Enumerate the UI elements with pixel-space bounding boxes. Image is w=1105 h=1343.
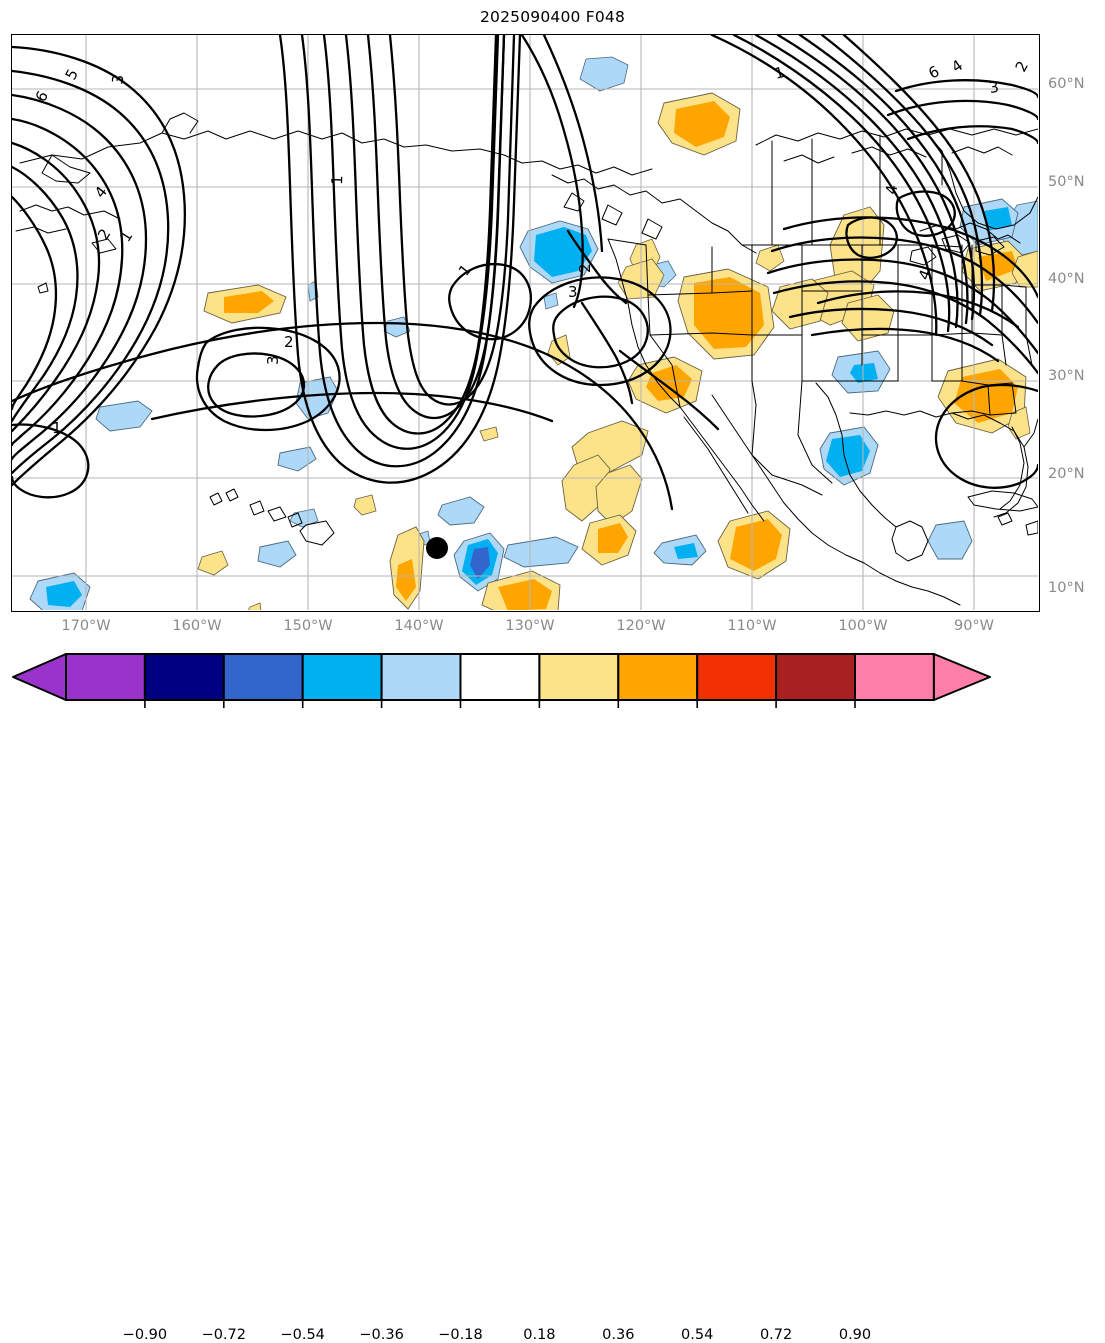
colorbar-seg-8 (696, 653, 778, 701)
contour-layer (12, 35, 1038, 511)
colorbar-label-054: 0.54 (681, 1327, 714, 1343)
map-plot-area: 5 6 3 4 2 1 1 2 3 1 3 2 1 1 6 4 2 (12, 35, 1038, 610)
colorbar-svg (12, 653, 991, 708)
svg-text:1: 1 (773, 63, 787, 83)
svg-text:6: 6 (32, 88, 52, 105)
colorbar-seg-3 (301, 653, 383, 701)
colorbar-seg-4 (380, 653, 462, 701)
svg-text:1: 1 (455, 261, 475, 280)
lon-label-130w: 130°W (505, 618, 555, 634)
colorbar-seg-9 (775, 653, 856, 701)
lon-label-170w: 170°W (61, 618, 111, 634)
svg-text:2: 2 (576, 263, 594, 273)
colorbar-seg-1 (143, 653, 225, 701)
svg-text:1: 1 (116, 227, 136, 245)
map-panel[interactable]: 5 6 3 4 2 1 1 2 3 1 3 2 1 1 6 4 2 (11, 34, 1040, 612)
lon-label-150w: 150°W (283, 618, 333, 634)
svg-text:2: 2 (1012, 58, 1032, 75)
lon-label-110w: 110°W (727, 618, 777, 634)
colorbar-label--090: −0.90 (122, 1327, 168, 1343)
colorbar-label--054: −0.54 (280, 1327, 325, 1343)
svg-text:1: 1 (328, 175, 346, 185)
svg-text:3: 3 (108, 73, 128, 86)
svg-text:3: 3 (568, 283, 578, 301)
colorbar-label-072: 0.72 (759, 1327, 793, 1343)
colorbar-seg-5 (459, 653, 541, 701)
lon-label-160w: 160°W (172, 618, 222, 634)
colorbar-seg-6 (538, 653, 620, 701)
colorbar-label-036: 0.36 (602, 1327, 635, 1343)
shading-layer (29, 56, 1038, 610)
colorbar-seg-0 (65, 653, 146, 701)
lat-label-60n: 60°N (1048, 76, 1085, 92)
coastline-layer (15, 112, 1038, 606)
colorbar-label--018: −0.18 (438, 1327, 483, 1343)
colorbar-label-018: 0.18 (523, 1327, 556, 1343)
colorbar-ticks (144, 700, 856, 708)
svg-text:3: 3 (264, 355, 282, 365)
colorbar-seg-2 (222, 653, 304, 701)
lon-label-140w: 140°W (394, 618, 444, 634)
svg-text:3: 3 (988, 78, 1000, 97)
colorbar[interactable]: −0.90 −0.72 −0.54 −0.36 −0.18 0.18 0.36 … (0, 646, 1105, 1343)
lat-label-50n: 50°N (1048, 174, 1085, 190)
lat-label-20n: 20°N (1048, 466, 1085, 482)
figure-canvas: 2025090400 F048 (0, 8, 1105, 1343)
colorbar-extend-low (12, 653, 67, 701)
colorbar-seg-10 (854, 653, 935, 701)
lon-label-120w: 120°W (616, 618, 666, 634)
svg-text:4: 4 (948, 56, 966, 76)
svg-text:5: 5 (62, 66, 82, 83)
colorbar-label-090: 0.90 (838, 1327, 872, 1343)
svg-text:1: 1 (52, 419, 62, 437)
svg-text:4: 4 (882, 184, 901, 196)
storm-center-marker[interactable] (426, 537, 448, 559)
colorbar-extend-high (932, 653, 991, 701)
svg-text:2: 2 (284, 333, 294, 351)
chart-title: 2025090400 F048 (479, 8, 626, 26)
lat-label-40n: 40°N (1048, 271, 1085, 287)
colorbar-seg-7 (617, 653, 699, 701)
svg-text:4: 4 (91, 183, 111, 202)
lon-label-100w: 100°W (838, 618, 888, 634)
colorbar-label--036: −0.36 (359, 1327, 404, 1343)
lon-label-90w: 90°W (953, 618, 995, 634)
svg-text:6: 6 (925, 62, 942, 82)
colorbar-label--072: −0.72 (201, 1327, 247, 1343)
lat-label-10n: 10°N (1048, 580, 1085, 596)
lat-label-30n: 30°N (1048, 368, 1085, 384)
